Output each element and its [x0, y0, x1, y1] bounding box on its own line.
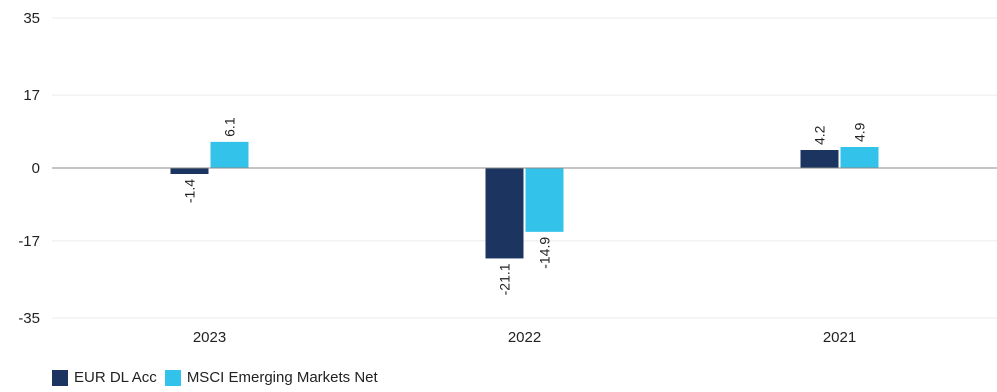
- data-label: -14.9: [537, 237, 553, 269]
- legend-item-series-2: MSCI Emerging Markets Net: [164, 369, 378, 386]
- y-tick-label: 17: [23, 87, 40, 104]
- x-category-label: 2022: [508, 329, 541, 346]
- legend-label-series-1: EUR DL Acc: [74, 369, 157, 386]
- bar-series-1: [485, 168, 524, 259]
- data-label: 4.2: [812, 125, 828, 145]
- x-axis-categories: 2023 2022 2021: [193, 329, 856, 346]
- bar-series-1: [170, 168, 209, 174]
- data-label: -21.1: [497, 263, 513, 295]
- y-axis-ticks: 35 17 0 -17 -35: [18, 10, 40, 327]
- data-labels: -1.4 6.1 -21.1 -14.9 4.2 4.9: [182, 117, 868, 295]
- y-tick-label: 0: [32, 160, 40, 177]
- legend-swatch-series-2: [164, 369, 181, 386]
- data-label: 6.1: [222, 117, 238, 137]
- y-tick-label: 35: [23, 10, 40, 27]
- bar-series-2: [210, 141, 249, 168]
- data-label: 4.9: [852, 122, 868, 142]
- legend-swatch-series-1: [52, 369, 68, 386]
- y-tick-label: -17: [18, 233, 40, 250]
- data-label: -1.4: [182, 179, 198, 203]
- x-category-label: 2021: [823, 329, 856, 346]
- bars: [170, 141, 879, 259]
- gridlines: [52, 17, 997, 319]
- legend-label-series-2: MSCI Emerging Markets Net: [186, 369, 378, 386]
- bar-series-2: [840, 147, 879, 168]
- bar-series-2: [525, 168, 564, 232]
- bar-series-1: [800, 150, 839, 168]
- legend: EUR DL Acc MSCI Emerging Markets Net: [52, 369, 386, 386]
- y-tick-label: -35: [18, 310, 40, 327]
- legend-item-series-1: EUR DL Acc: [52, 369, 157, 386]
- x-category-label: 2023: [193, 329, 226, 346]
